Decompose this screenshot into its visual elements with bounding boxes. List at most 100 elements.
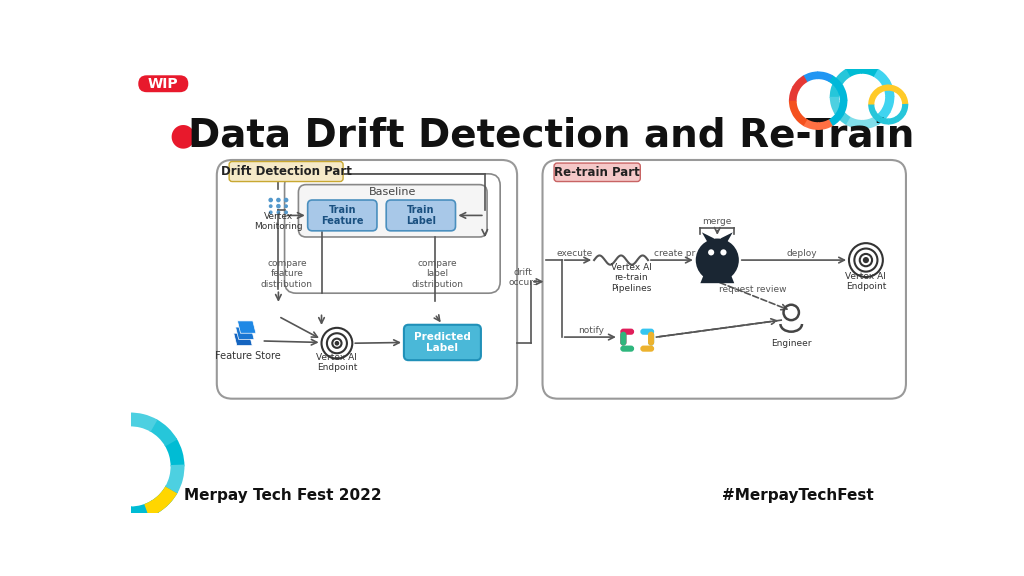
Circle shape [849, 243, 883, 277]
Wedge shape [144, 487, 177, 517]
Text: Train
Label: Train Label [406, 204, 436, 226]
Wedge shape [882, 96, 894, 113]
Circle shape [333, 339, 342, 348]
Wedge shape [77, 439, 96, 468]
FancyBboxPatch shape [543, 160, 906, 399]
Wedge shape [872, 69, 890, 85]
FancyBboxPatch shape [298, 185, 487, 237]
Text: Vertex
Monitoring: Vertex Monitoring [254, 212, 303, 232]
FancyBboxPatch shape [138, 75, 188, 92]
Text: merge: merge [702, 217, 732, 226]
Wedge shape [131, 501, 159, 520]
Wedge shape [788, 86, 800, 102]
Circle shape [708, 249, 714, 256]
FancyBboxPatch shape [621, 329, 634, 335]
Text: execute: execute [557, 249, 593, 259]
Wedge shape [873, 108, 891, 125]
Wedge shape [878, 85, 888, 93]
FancyBboxPatch shape [648, 332, 654, 346]
Text: ●: ● [169, 121, 196, 150]
Wedge shape [900, 94, 908, 104]
Wedge shape [151, 485, 178, 513]
Wedge shape [882, 79, 894, 97]
Wedge shape [837, 85, 848, 101]
Wedge shape [870, 87, 882, 98]
Wedge shape [165, 438, 184, 467]
Wedge shape [846, 117, 863, 129]
FancyBboxPatch shape [285, 174, 500, 293]
Wedge shape [834, 69, 851, 86]
Wedge shape [84, 487, 112, 514]
Circle shape [268, 210, 272, 214]
Circle shape [268, 204, 272, 208]
Wedge shape [862, 116, 880, 129]
Circle shape [276, 210, 281, 214]
Text: compare
feature
distribution: compare feature distribution [261, 259, 313, 289]
FancyBboxPatch shape [307, 200, 377, 231]
Text: Vertex AI
Endpoint: Vertex AI Endpoint [316, 353, 357, 372]
Circle shape [327, 334, 347, 353]
Text: compare
label
distribution: compare label distribution [411, 259, 463, 289]
Polygon shape [233, 334, 252, 346]
Polygon shape [701, 232, 714, 243]
FancyBboxPatch shape [554, 163, 640, 181]
Polygon shape [238, 321, 256, 334]
Text: Vertex AI
Endpoint: Vertex AI Endpoint [846, 272, 887, 291]
Wedge shape [77, 467, 96, 495]
Wedge shape [900, 104, 908, 115]
Text: Data Drift Detection and Re-Train: Data Drift Detection and Re-Train [188, 116, 914, 154]
FancyBboxPatch shape [403, 325, 481, 360]
Wedge shape [103, 501, 132, 520]
Text: drift
occurs: drift occurs [509, 268, 538, 287]
Wedge shape [829, 81, 842, 98]
Wedge shape [888, 85, 898, 93]
Wedge shape [793, 112, 808, 127]
Text: create pr: create pr [653, 249, 695, 259]
Text: Engineer: Engineer [771, 339, 811, 348]
Circle shape [695, 238, 739, 282]
Circle shape [285, 204, 288, 208]
Circle shape [860, 254, 872, 266]
Wedge shape [829, 111, 844, 126]
Wedge shape [818, 119, 834, 130]
Circle shape [863, 257, 869, 263]
Wedge shape [868, 94, 877, 105]
Polygon shape [720, 232, 733, 243]
Polygon shape [700, 275, 734, 283]
Wedge shape [788, 101, 800, 116]
Text: Merpay Tech Fest 2022: Merpay Tech Fest 2022 [184, 488, 382, 503]
Wedge shape [817, 71, 833, 82]
Text: WIP: WIP [147, 77, 178, 91]
FancyBboxPatch shape [621, 332, 627, 346]
FancyBboxPatch shape [217, 160, 517, 399]
Wedge shape [828, 75, 844, 90]
Wedge shape [129, 412, 158, 432]
Circle shape [284, 198, 289, 202]
Wedge shape [829, 97, 843, 114]
Text: request review: request review [719, 285, 786, 294]
FancyBboxPatch shape [386, 200, 456, 231]
Wedge shape [888, 116, 899, 124]
Circle shape [322, 328, 352, 359]
Text: Baseline: Baseline [369, 187, 416, 198]
Text: Re-train Part: Re-train Part [554, 166, 640, 179]
Wedge shape [102, 412, 131, 433]
Text: Feature Store: Feature Store [215, 351, 281, 361]
Circle shape [276, 198, 281, 202]
Wedge shape [879, 116, 889, 124]
Text: notify: notify [578, 327, 604, 335]
Circle shape [854, 248, 878, 272]
Wedge shape [845, 65, 862, 77]
FancyBboxPatch shape [229, 161, 343, 181]
Wedge shape [837, 100, 848, 115]
FancyBboxPatch shape [621, 332, 627, 346]
Wedge shape [895, 87, 905, 97]
Circle shape [335, 341, 339, 346]
Circle shape [285, 210, 288, 214]
Wedge shape [793, 75, 807, 90]
Text: Vertex AI
re-train
Pipelines: Vertex AI re-train Pipelines [610, 263, 651, 293]
Wedge shape [803, 71, 818, 82]
Text: Train
Feature: Train Feature [322, 204, 364, 226]
Wedge shape [83, 420, 111, 448]
Wedge shape [804, 119, 819, 130]
